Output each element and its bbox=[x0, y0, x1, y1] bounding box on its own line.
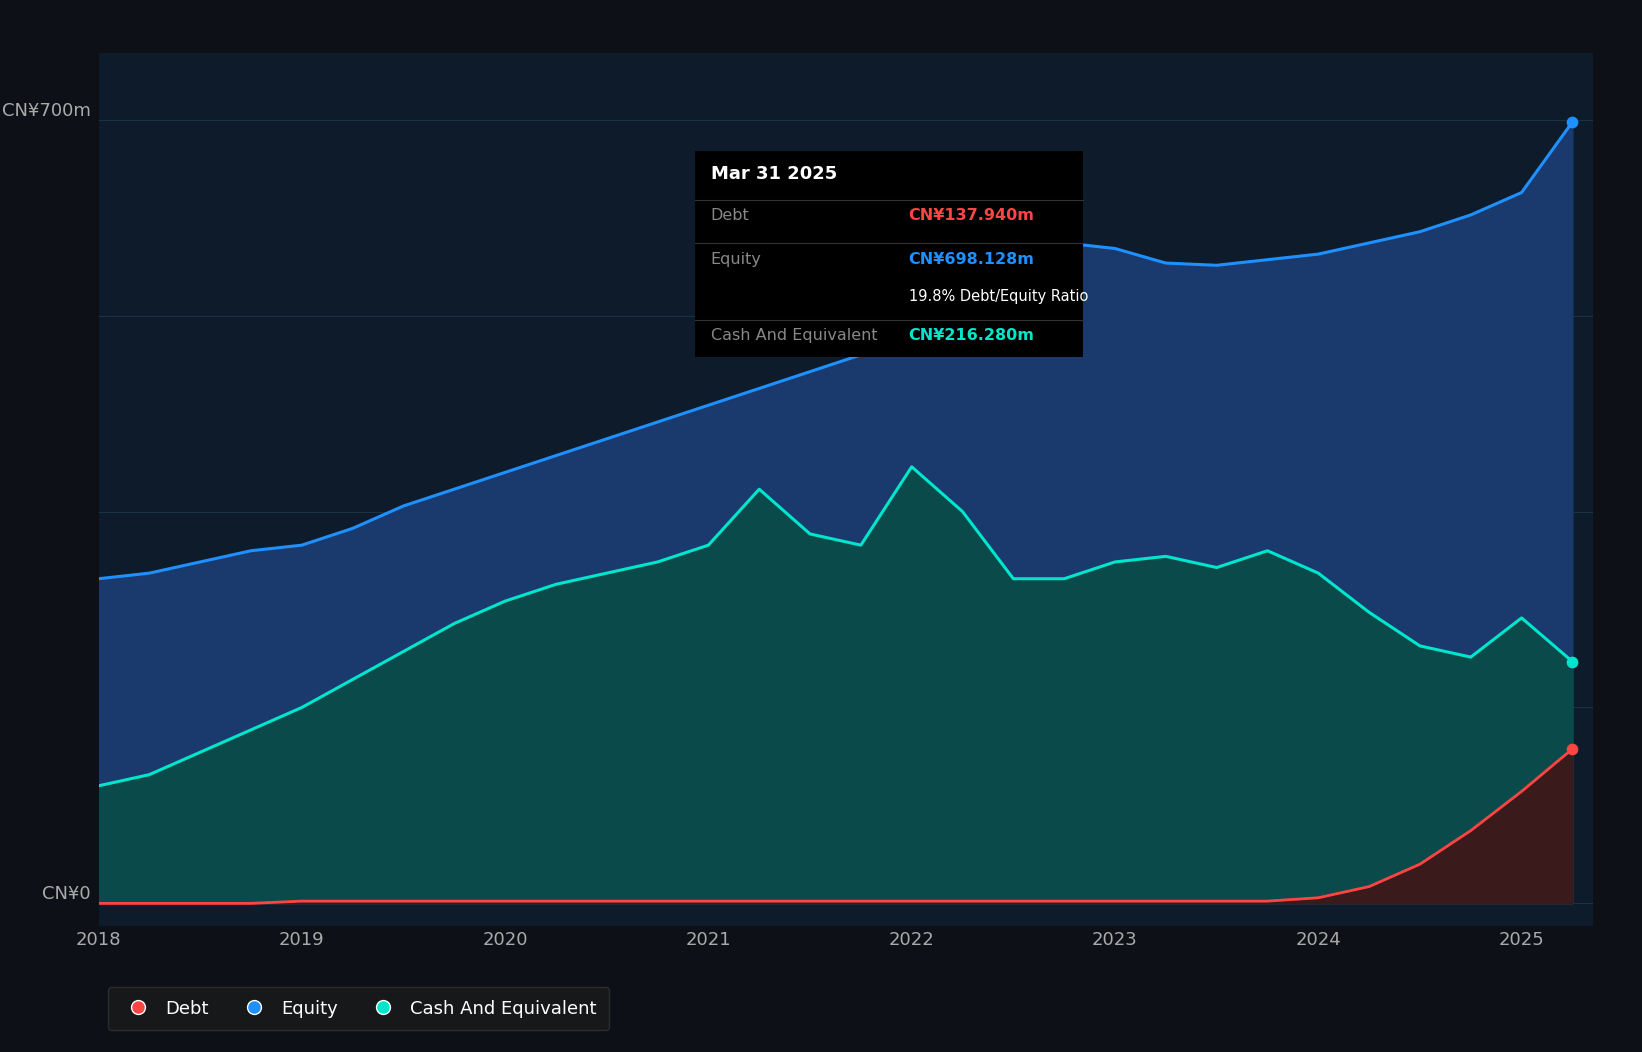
Point bbox=[1560, 653, 1586, 670]
Text: Equity: Equity bbox=[711, 251, 762, 267]
Text: CN¥137.940m: CN¥137.940m bbox=[908, 208, 1034, 223]
Text: CN¥698.128m: CN¥698.128m bbox=[908, 251, 1034, 267]
Text: 19.8% Debt/Equity Ratio: 19.8% Debt/Equity Ratio bbox=[908, 289, 1089, 304]
Text: Mar 31 2025: Mar 31 2025 bbox=[711, 165, 837, 183]
Text: CN¥216.280m: CN¥216.280m bbox=[908, 328, 1034, 343]
Text: CN¥0: CN¥0 bbox=[43, 886, 90, 904]
Text: Cash And Equivalent: Cash And Equivalent bbox=[711, 328, 877, 343]
Text: CN¥700m: CN¥700m bbox=[2, 102, 90, 120]
Point bbox=[1560, 741, 1586, 757]
Text: Debt: Debt bbox=[711, 208, 749, 223]
Legend: Debt, Equity, Cash And Equivalent: Debt, Equity, Cash And Equivalent bbox=[107, 987, 609, 1030]
Point bbox=[1560, 114, 1586, 130]
